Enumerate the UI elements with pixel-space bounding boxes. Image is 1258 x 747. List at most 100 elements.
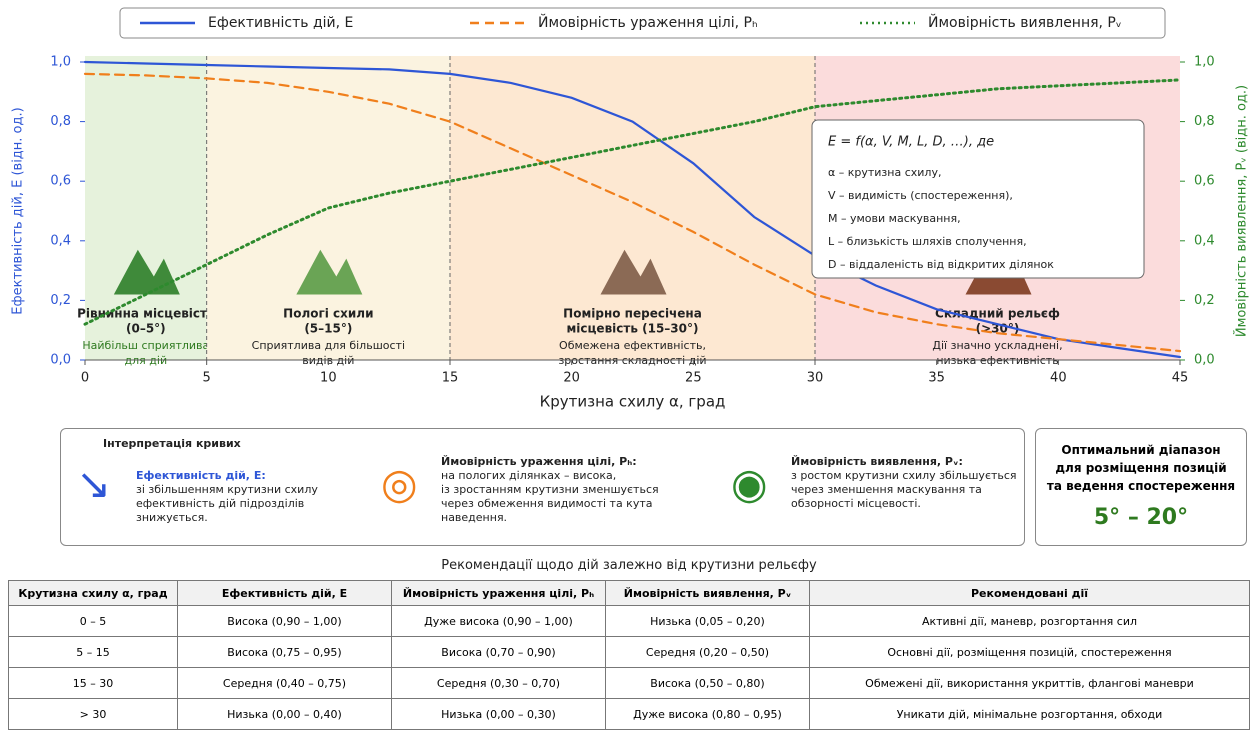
- zone-title: Помірно пересічена: [563, 306, 702, 320]
- table-cell: Основні дії, розміщення позицій, спостер…: [809, 636, 1250, 668]
- series-line: [83, 78, 1182, 326]
- zone-title: (5–15°): [304, 321, 352, 335]
- x-axis-title: Крутизна схилу α, град: [540, 393, 726, 411]
- annotation-box: [811, 119, 1145, 279]
- table-cell: Низька (0,05 – 0,20): [605, 605, 810, 637]
- legend-box: [119, 7, 1166, 39]
- table-cell: Висока (0,75 – 0,95): [177, 636, 392, 668]
- interp-item: Ймовірність виявлення, Pᵥ: з ростом крути…: [791, 455, 1017, 511]
- table-cell: 5 – 15: [8, 636, 178, 668]
- zone-band: [450, 56, 815, 360]
- x-tick-label: 0: [81, 371, 89, 386]
- interp-icon: ↘: [76, 459, 112, 508]
- table-cell: Активні дії, маневр, розгортання сил: [809, 605, 1250, 637]
- optimal-box: Оптимальний діапазон для розміщення позиц…: [1035, 428, 1247, 546]
- table-cell: Низька (0,00 – 0,40): [177, 698, 392, 730]
- zone-title: Пологі схили: [283, 306, 373, 320]
- annotation-line: V – видимість (спостереження),: [828, 189, 1013, 202]
- y-tick-label: 0,6: [50, 174, 71, 189]
- series-line: [83, 72, 1182, 353]
- y2-tick-label: 1,0: [1194, 55, 1215, 70]
- zone-band: [85, 56, 207, 360]
- annotation-line: E = f(α, V, M, L, D, …), де: [828, 135, 994, 150]
- interp-item-line: через обмеження видимості та кута: [441, 497, 653, 510]
- interp-item-line: знижується.: [136, 511, 208, 524]
- legend-label: Ефективність дій, E: [208, 15, 353, 31]
- table-row: > 30 Низька (0,00 – 0,40) Низька (0,00 – 0…: [8, 698, 1250, 730]
- table-cell: Середня (0,20 – 0,50): [605, 636, 810, 668]
- y2-tick-label: 0,4: [1194, 233, 1215, 248]
- interp-item: Ефективність дій, E: зі збільшенням крути…: [136, 469, 318, 525]
- table-row: 5 – 15 Висока (0,75 – 0,95) Висока (0,70 –…: [8, 636, 1250, 668]
- y-tick-label: 0,4: [50, 233, 71, 248]
- table-cell: Дуже висока (0,80 – 0,95): [605, 698, 810, 730]
- y-axis-title: Ефективність дій, E (відн. од.): [11, 107, 26, 314]
- y-tick-label: 0,0: [50, 353, 71, 368]
- interp-icon: ◎: [381, 459, 418, 508]
- chart: Рівнинна місцевість(0–5°)Найбільш сприят…: [11, 7, 1250, 411]
- y2-axis-title: Ймовірність виявлення, Pᵥ (відн. од.): [1234, 85, 1250, 337]
- table: Крутизна схилу α, град Ефективність дій, …: [8, 580, 1250, 730]
- x-tick-label: 35: [928, 371, 945, 386]
- zone-icon: [296, 249, 363, 295]
- table-cell: Висока (0,70 – 0,90): [391, 636, 606, 668]
- interp-item-title: Ймовірність виявлення, Pᵥ:: [791, 455, 963, 468]
- y-tick-label: 0,2: [50, 293, 71, 308]
- table-title: Рекомендації щодо дій залежно від крутиз…: [441, 558, 817, 573]
- series-line: [83, 60, 1182, 359]
- table-header-cell: Рекомендовані дії: [809, 580, 1250, 606]
- interp-item: Ймовірність ураження цілі, Pₕ: на пологих…: [441, 455, 659, 525]
- table-cell: Середня (0,30 – 0,70): [391, 667, 606, 699]
- x-tick-label: 40: [1050, 371, 1067, 386]
- annotation-line: M – умови маскування,: [828, 212, 961, 225]
- legend-label: Ймовірність виявлення, Pᵥ: [928, 13, 1122, 31]
- x-tick-label: 10: [320, 371, 337, 386]
- interp-item-line: з ростом крутизни схилу збільшується: [791, 469, 1017, 482]
- zone-desc: Дії значно ускладнені,: [932, 339, 1062, 352]
- y2-tick-label: 0,2: [1194, 293, 1215, 308]
- table-cell: Висока (0,90 – 1,00): [177, 605, 392, 637]
- annotation-line: L – близькість шляхів сполучення,: [828, 235, 1027, 248]
- table-cell: 15 – 30: [8, 667, 178, 699]
- table-header-cell: Ймовірність виявлення, Pᵥ: [605, 580, 810, 606]
- interp-item-line: на пологих ділянках – висока,: [441, 469, 617, 482]
- annotation-line: α – крутизна схилу,: [828, 166, 941, 179]
- optimal-line: та ведення спостереження: [1046, 479, 1236, 493]
- table-cell: > 30: [8, 698, 178, 730]
- table-header-row: Крутизна схилу α, град Ефективність дій, …: [8, 580, 1250, 606]
- zone-title: місцевість (15–30°): [567, 321, 699, 335]
- table-header-cell: Ефективність дій, E: [177, 580, 392, 606]
- interp-item-line: із зростанням крутизни зменшується: [441, 483, 659, 496]
- zone-desc: Сприятлива для більшості: [252, 339, 405, 352]
- interp-title: Інтерпретація кривих: [103, 437, 241, 450]
- table-cell: Уникати дій, мінімальне розгортання, обх…: [809, 698, 1250, 730]
- table-cell: Середня (0,40 – 0,75): [177, 667, 392, 699]
- interpretation-box: Інтерпретація кривих ↘ Ефективність дій, E…: [60, 428, 1025, 546]
- interp-item-line: зі збільшенням крутизни схилу: [136, 483, 318, 496]
- zone-icon: [600, 249, 667, 295]
- zone-icon: [113, 249, 180, 295]
- optimal-line: для розміщення позицій: [1055, 461, 1227, 475]
- table-cell: Обмежені дії, використання укриттів, фла…: [809, 667, 1250, 699]
- x-tick-label: 25: [685, 371, 702, 386]
- table-cell: Дуже висока (0,90 – 1,00): [391, 605, 606, 637]
- annotation-line: D – віддаленість від відкритих ділянок: [828, 258, 1054, 271]
- interp-item-line: наведення.: [441, 511, 508, 524]
- table-header-cell: Крутизна схилу α, град: [8, 580, 178, 606]
- y2-tick-label: 0,0: [1194, 353, 1215, 368]
- interp-item-line: через зменшення маскування та: [791, 483, 982, 496]
- table-row: 15 – 30 Середня (0,40 – 0,75) Середня (0,3…: [8, 667, 1250, 699]
- x-tick-label: 20: [563, 371, 580, 386]
- x-tick-label: 45: [1172, 371, 1189, 386]
- interp-item-line: обзорності місцевості.: [791, 497, 921, 510]
- y-tick-label: 0,8: [50, 114, 71, 129]
- interp-item-title: Ефективність дій, E:: [136, 469, 266, 482]
- optimal-range: 5° – 20°: [1093, 505, 1189, 530]
- y2-tick-label: 0,6: [1194, 174, 1215, 189]
- table-cell: Висока (0,50 – 0,80): [605, 667, 810, 699]
- x-tick-label: 5: [203, 371, 211, 386]
- zone-desc: Найбільш сприятлива: [82, 339, 209, 352]
- interp-item-title: Ймовірність ураження цілі, Pₕ:: [441, 455, 637, 468]
- x-tick-label: 30: [807, 371, 824, 386]
